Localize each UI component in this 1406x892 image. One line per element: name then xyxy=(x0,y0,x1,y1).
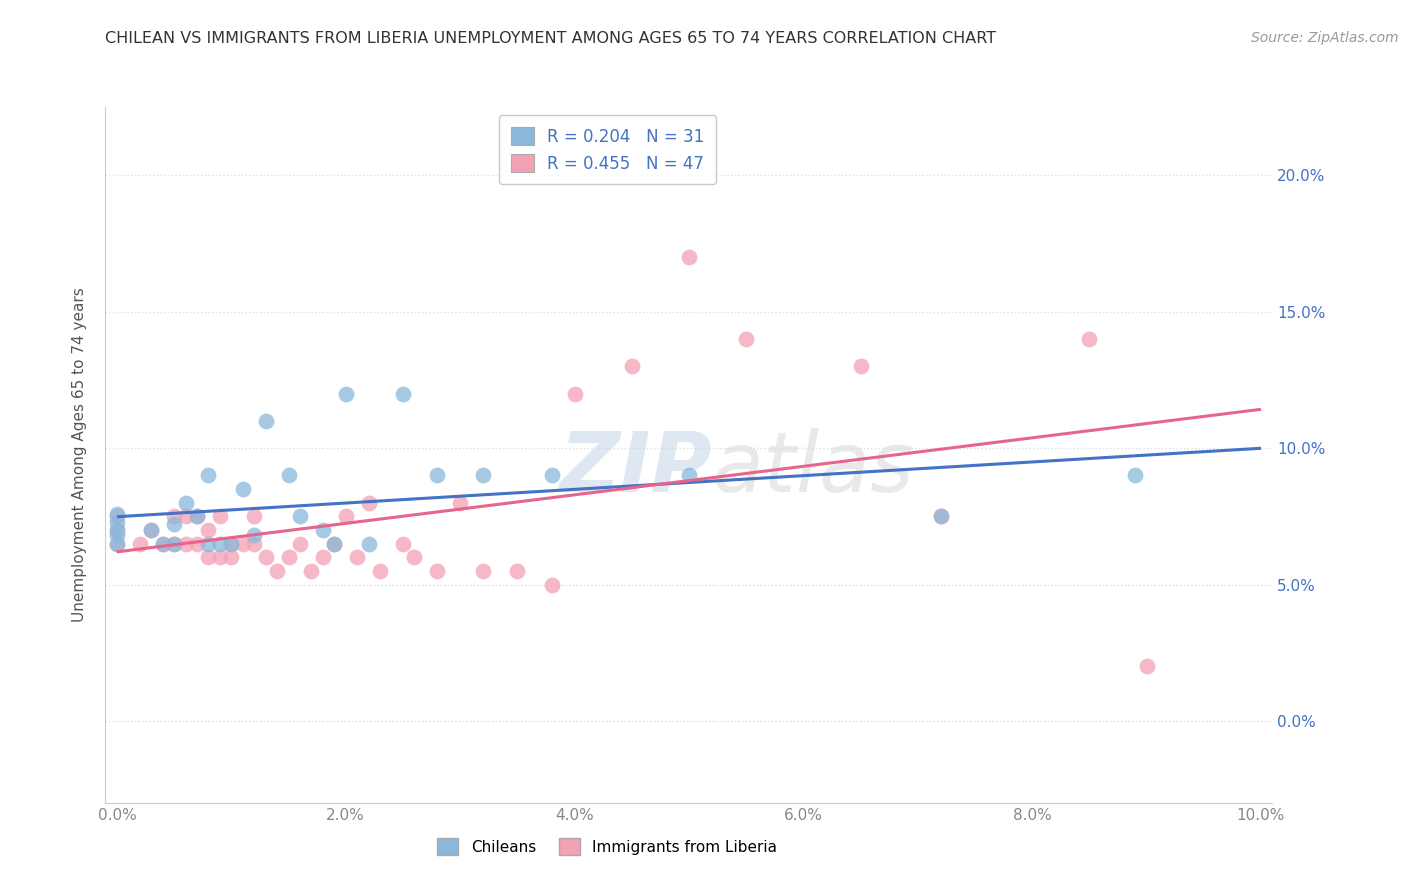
Point xyxy=(128,536,150,550)
Point xyxy=(105,507,128,521)
Point xyxy=(472,564,495,578)
Point xyxy=(1135,659,1157,673)
Point xyxy=(392,536,415,550)
Point xyxy=(221,536,243,550)
Point xyxy=(357,536,380,550)
Point xyxy=(163,536,186,550)
Point xyxy=(174,496,197,510)
Point xyxy=(929,509,952,524)
Point xyxy=(141,523,163,537)
Point xyxy=(163,509,186,524)
Text: CHILEAN VS IMMIGRANTS FROM LIBERIA UNEMPLOYMENT AMONG AGES 65 TO 74 YEARS CORREL: CHILEAN VS IMMIGRANTS FROM LIBERIA UNEMP… xyxy=(105,31,997,46)
Point xyxy=(208,536,231,550)
Point xyxy=(472,468,495,483)
Point xyxy=(323,536,346,550)
Point xyxy=(540,577,562,591)
Point xyxy=(197,468,219,483)
Point xyxy=(186,536,208,550)
Point xyxy=(299,564,322,578)
Point xyxy=(163,517,186,532)
Point xyxy=(426,468,449,483)
Point xyxy=(288,509,311,524)
Point xyxy=(105,536,128,550)
Point xyxy=(174,536,197,550)
Point xyxy=(620,359,643,374)
Y-axis label: Unemployment Among Ages 65 to 74 years: Unemployment Among Ages 65 to 74 years xyxy=(72,287,87,623)
Point xyxy=(735,332,758,346)
Text: atlas: atlas xyxy=(713,428,914,509)
Point xyxy=(197,550,219,565)
Point xyxy=(1078,332,1101,346)
Point xyxy=(404,550,426,565)
Point xyxy=(678,250,700,264)
Point xyxy=(449,496,471,510)
Point xyxy=(254,550,277,565)
Point xyxy=(186,509,208,524)
Text: Source: ZipAtlas.com: Source: ZipAtlas.com xyxy=(1251,31,1399,45)
Point xyxy=(312,550,335,565)
Point xyxy=(232,536,254,550)
Point xyxy=(232,482,254,496)
Point xyxy=(540,468,562,483)
Point xyxy=(346,550,368,565)
Point xyxy=(243,528,266,542)
Point xyxy=(197,536,219,550)
Point xyxy=(266,564,288,578)
Point xyxy=(564,386,586,401)
Point xyxy=(335,509,357,524)
Legend: Chileans, Immigrants from Liberia: Chileans, Immigrants from Liberia xyxy=(432,832,783,862)
Point xyxy=(208,509,231,524)
Point xyxy=(105,523,128,537)
Point xyxy=(221,536,243,550)
Point xyxy=(186,509,208,524)
Point xyxy=(105,515,128,529)
Point xyxy=(152,536,174,550)
Point xyxy=(392,386,415,401)
Point xyxy=(141,523,163,537)
Point xyxy=(105,509,128,524)
Point xyxy=(678,468,700,483)
Point xyxy=(426,564,449,578)
Point xyxy=(254,414,277,428)
Point xyxy=(849,359,872,374)
Point xyxy=(277,550,299,565)
Point xyxy=(312,523,335,537)
Point xyxy=(288,536,311,550)
Point xyxy=(105,536,128,550)
Point xyxy=(506,564,529,578)
Point xyxy=(277,468,299,483)
Point xyxy=(105,528,128,542)
Point xyxy=(323,536,346,550)
Point xyxy=(1123,468,1146,483)
Text: ZIP: ZIP xyxy=(560,428,713,509)
Point xyxy=(197,523,219,537)
Point xyxy=(335,386,357,401)
Point xyxy=(174,509,197,524)
Point xyxy=(152,536,174,550)
Point xyxy=(243,509,266,524)
Point xyxy=(163,536,186,550)
Point xyxy=(221,550,243,565)
Point xyxy=(357,496,380,510)
Point xyxy=(208,550,231,565)
Point xyxy=(243,536,266,550)
Point xyxy=(929,509,952,524)
Point xyxy=(105,523,128,537)
Point xyxy=(368,564,391,578)
